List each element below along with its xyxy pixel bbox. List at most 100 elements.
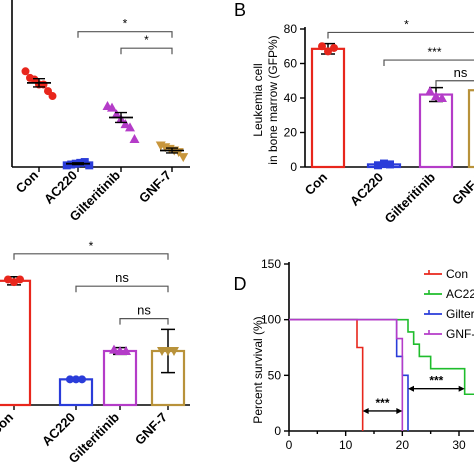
panel-a-bracket-1 bbox=[120, 47, 173, 55]
panel-d-line-gnf-7 bbox=[289, 318, 404, 431]
panel-c-brackets: * ns ns bbox=[13, 239, 169, 325]
panel-d-x-tick-label-0: 0 bbox=[286, 438, 293, 452]
panel-a-point-con-0 bbox=[21, 67, 30, 76]
panel-c-point-ac220-2 bbox=[78, 375, 86, 384]
panel-c-bracket-1 bbox=[75, 285, 169, 293]
panel-b-bracket-2 bbox=[435, 80, 474, 87]
panel-a-sem-gilteritinib bbox=[115, 111, 127, 124]
panel-b-marks bbox=[310, 42, 474, 170]
panel-d-legend: Con AC220 Gilteritinib GNF-7 bbox=[424, 267, 474, 341]
panel-a-point-gilteritinib-6 bbox=[129, 133, 140, 143]
panel-d-x-tick-label-20: 20 bbox=[396, 438, 410, 452]
panel-b-x-label-gnf-7: GNF-7 bbox=[449, 170, 474, 208]
panel-d-annotation-arrow-left-0 bbox=[362, 407, 369, 414]
panel-a-x-label-gnf-7: GNF-7 bbox=[136, 168, 174, 206]
panel-a-sem-con bbox=[33, 78, 45, 88]
panel-a-ticks bbox=[38, 167, 173, 172]
panel-b-bar-gnf-7 bbox=[467, 89, 474, 169]
panel-d-line-con bbox=[289, 318, 364, 431]
panel-b-y-tick-label-40: 40 bbox=[284, 91, 298, 105]
panel-a-x-label-ac220: AC220 bbox=[41, 168, 80, 207]
panel-a-marks bbox=[21, 67, 189, 170]
panel-b-bar-gilteritinib bbox=[418, 93, 454, 169]
panel-b-y-tick-label-60: 60 bbox=[284, 57, 298, 71]
panel-b-point-gilteritinib-0 bbox=[425, 86, 435, 96]
panel-a-point-gilteritinib-2 bbox=[111, 109, 122, 119]
panel-d-y-label: Percent survival (%) bbox=[251, 316, 265, 423]
panel-a-point-ac220-5 bbox=[85, 161, 94, 170]
panel-b-y-label-line1: Leukemia cell bbox=[251, 63, 265, 136]
panel-c-bracket-0 bbox=[13, 253, 169, 260]
panel-d-annotation-arrow-right-1 bbox=[458, 385, 465, 392]
panel-b-point-ac220-0 bbox=[374, 161, 382, 170]
panel-c-bracket-label-1: ns bbox=[115, 270, 129, 285]
panel-b-point-ac220-1 bbox=[380, 159, 388, 168]
panel-d-y-tick-label-100: 100 bbox=[261, 313, 281, 327]
panel-b-bracket-label-1: *** bbox=[427, 45, 441, 59]
panel-c-bracket-label-2: ns bbox=[137, 303, 151, 318]
panel-d-legend-label-con: Con bbox=[446, 267, 468, 281]
panel-d-legend-label-ac220: AC220 bbox=[446, 287, 474, 301]
panel-a-bracket-0 bbox=[77, 31, 173, 38]
panel-b-x-label-ac220: AC220 bbox=[347, 170, 386, 209]
panel-c-x-label-ac220: AC220 bbox=[39, 410, 78, 449]
panel-b-point-gilteritinib-2 bbox=[437, 93, 447, 102]
panel-d-annotation-arrow-right-0 bbox=[396, 407, 403, 414]
panel-a-x-label-con: Con bbox=[13, 167, 42, 196]
panel-a-point-gnf-7-5 bbox=[178, 153, 189, 163]
panel-b-point-ac220-2 bbox=[386, 160, 394, 169]
panel-b: B Leukemia cell in bone marrow (GFP%) 0 2… bbox=[234, 0, 474, 226]
panel-d-axes: 0 50 100 150 0 10 20 30 bbox=[261, 257, 474, 452]
panel-a-point-gilteritinib-4 bbox=[120, 119, 131, 129]
panel-d-annotation-label-1: *** bbox=[429, 374, 443, 388]
panel-d-legend-label-gnf-7: GNF-7 bbox=[446, 327, 474, 341]
panel-c-bar-con bbox=[0, 279, 32, 407]
panel-d-x-tick-label-30: 30 bbox=[452, 438, 466, 452]
panel-d-letter: D bbox=[234, 274, 247, 294]
panel-c-point-gilteritinib-0 bbox=[109, 344, 119, 354]
panel-a-point-ac220-0 bbox=[62, 161, 71, 170]
panel-c-point-ac220-0 bbox=[66, 375, 74, 384]
panel-d-y-tick-label-50: 50 bbox=[268, 368, 282, 382]
panel-d-y-tick-label-150: 150 bbox=[261, 257, 281, 271]
panel-a-bracket-label-1: * bbox=[144, 33, 149, 47]
panel-a-bracket-label-0: * bbox=[123, 17, 128, 31]
panel-a-point-con-6 bbox=[48, 92, 57, 101]
panel-d-annotation-arrow-left-1 bbox=[408, 385, 414, 392]
panel-b-y-tick-label-80: 80 bbox=[284, 22, 298, 36]
panel-d-series bbox=[289, 318, 474, 431]
panel-c-point-ac220-1 bbox=[72, 375, 80, 384]
panel-a-point-gilteritinib-1 bbox=[107, 102, 117, 112]
panel-b-brackets: ****ns bbox=[327, 17, 474, 87]
panel-d-line-ac220 bbox=[289, 318, 474, 396]
panel-b-point-con-0 bbox=[318, 42, 326, 51]
panel-d-x-tick-label-10: 10 bbox=[339, 438, 353, 452]
panel-b-x-label-con: Con bbox=[302, 169, 331, 198]
panel-a-point-gilteritinib-5 bbox=[125, 122, 135, 132]
panel-b-point-gilteritinib-1 bbox=[431, 91, 441, 101]
panel-c-point-con-2 bbox=[16, 275, 24, 284]
panel-d-annotation-label-0: *** bbox=[375, 396, 389, 410]
panel-c-point-con-1 bbox=[10, 278, 18, 287]
panel-a-sem-gnf-7 bbox=[166, 147, 178, 154]
panel-d-y-tick-label-0: 0 bbox=[274, 424, 281, 438]
panel-b-bracket-label-2: ns bbox=[454, 65, 468, 80]
panel-b-x-label-gilteritinib: Gilteritinib bbox=[382, 169, 439, 226]
panel-c-point-con-0 bbox=[4, 275, 12, 284]
panel-d-annotations: *** *** bbox=[362, 374, 465, 414]
panel-a-sem-ac220 bbox=[72, 162, 84, 166]
panel-d-legend-label-gilteritinib: Gilteritinib bbox=[446, 307, 474, 321]
panel-d-line-gilteritinib bbox=[289, 318, 409, 431]
panel-c-bar-gilteritinib bbox=[102, 349, 138, 407]
panel-a-point-ac220-4 bbox=[80, 158, 89, 167]
panel-b-y-tick-label-20: 20 bbox=[284, 126, 298, 140]
panel-c-bracket-2 bbox=[119, 318, 169, 325]
panel-b-point-con-2 bbox=[330, 43, 338, 52]
panel-b-y-label-line2: in bone marrow (GFP%) bbox=[266, 35, 280, 164]
panel-c-point-gnf-7-2 bbox=[169, 347, 179, 356]
panel-c-marks bbox=[0, 275, 186, 407]
